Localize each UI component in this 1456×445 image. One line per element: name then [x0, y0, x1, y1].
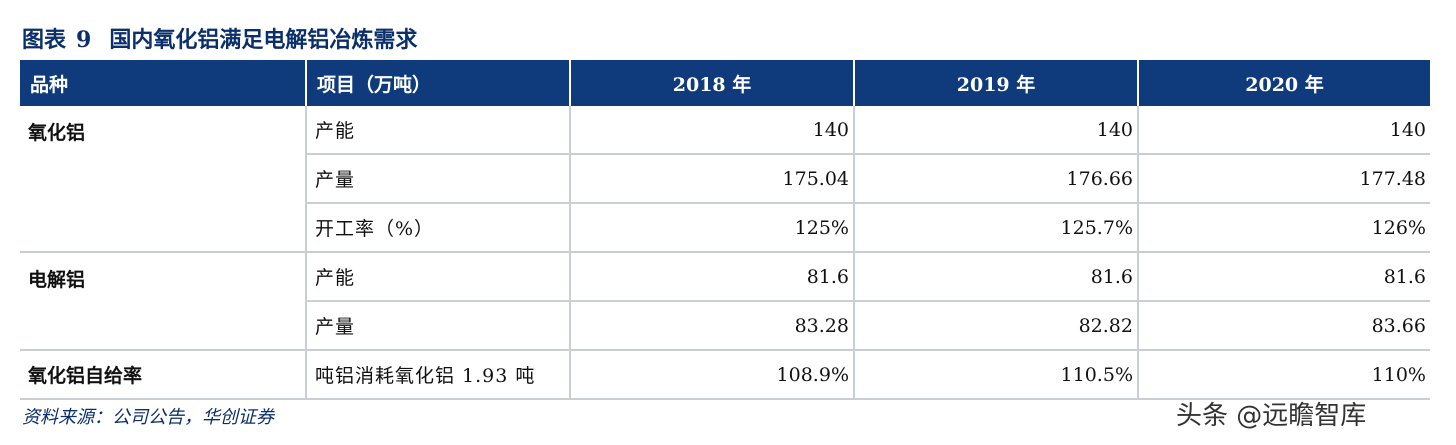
watermark: 头条 @远瞻智库	[1176, 401, 1367, 431]
item-cell: 产能	[306, 106, 571, 155]
value-cell-2019: 140	[854, 106, 1139, 155]
table-row: 开工率（%） 125% 125.7% 126%	[20, 203, 1430, 253]
item-cell: 产量	[306, 154, 571, 204]
table-header-row: 品种 项目（万吨） 2018 年 2019 年 2020 年	[20, 60, 1430, 106]
value-cell-2020: 126%	[1138, 203, 1430, 253]
value-cell-2020: 177.48	[1138, 154, 1430, 204]
data-table: 品种 项目（万吨） 2018 年 2019 年 2020 年 氧化铝 产能 14…	[20, 60, 1430, 400]
item-cell: 开工率（%）	[306, 203, 571, 253]
category-cell: 氧化铝	[20, 106, 307, 253]
category-cell: 氧化铝自给率	[20, 350, 307, 400]
value-cell-2018: 83.28	[570, 301, 855, 351]
value-cell-2019: 81.6	[854, 252, 1139, 302]
header-2018: 2018 年	[570, 60, 855, 106]
value-cell-2020: 81.6	[1138, 252, 1430, 302]
value-cell-2018: 125%	[570, 203, 855, 253]
item-cell: 产量	[306, 301, 571, 351]
value-cell-2020: 140	[1138, 106, 1430, 155]
category-cell: 电解铝	[20, 252, 307, 351]
figure-label: 图表	[22, 27, 67, 53]
header-2020: 2020 年	[1138, 60, 1430, 106]
table-row: 电解铝 产能 81.6 81.6 81.6	[20, 252, 1430, 351]
value-cell-2018: 140	[570, 106, 855, 155]
value-cell-2020: 110%	[1138, 350, 1430, 400]
value-cell-2018: 108.9%	[570, 350, 855, 400]
value-cell-2018: 81.6	[570, 252, 855, 302]
header-2019: 2019 年	[854, 60, 1139, 106]
value-cell-2019: 110.5%	[854, 350, 1139, 400]
table-row: 氧化铝自给率 吨铝消耗氧化铝 1.93 吨 108.9% 110.5% 110%	[20, 350, 1430, 400]
table-row: 产量 83.28 82.82 83.66	[20, 301, 1430, 351]
table-row: 产量 175.04 176.66 177.48	[20, 154, 1430, 204]
value-cell-2018: 175.04	[570, 154, 855, 204]
value-cell-2020: 83.66	[1138, 301, 1430, 351]
source-note: 资料来源：公司公告，华创证券	[22, 407, 274, 428]
figure-title-text: 国内氧化铝满足电解铝冶炼需求	[109, 27, 418, 53]
figure-title: 图表 9 国内氧化铝满足电解铝冶炼需求	[22, 20, 417, 60]
header-item: 项目（万吨）	[306, 60, 571, 106]
header-category: 品种	[20, 60, 307, 106]
item-cell: 产能	[306, 252, 571, 302]
table-row: 氧化铝 产能 140 140 140	[20, 106, 1430, 253]
figure-number: 9	[76, 27, 92, 53]
item-cell: 吨铝消耗氧化铝 1.93 吨	[306, 350, 571, 400]
value-cell-2019: 125.7%	[854, 203, 1139, 253]
value-cell-2019: 82.82	[854, 301, 1139, 351]
value-cell-2019: 176.66	[854, 154, 1139, 204]
